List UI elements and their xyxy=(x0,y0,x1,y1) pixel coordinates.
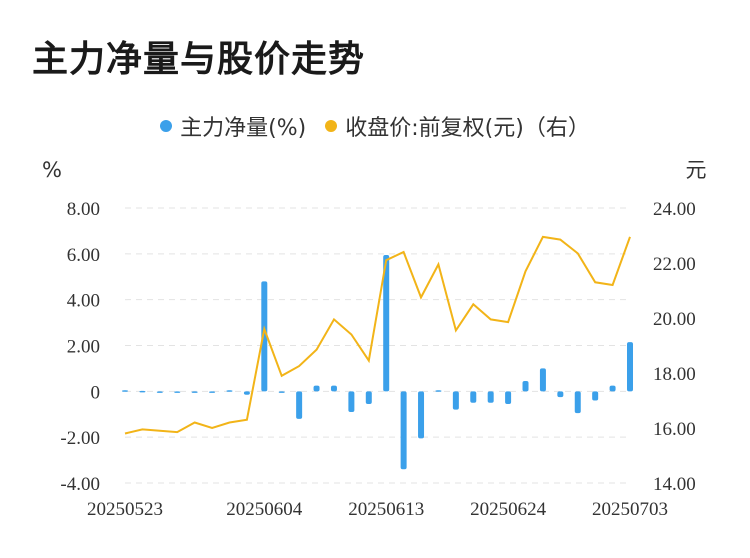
bar xyxy=(261,281,268,392)
x-tick-label: 20250523 xyxy=(87,499,163,520)
bar xyxy=(365,391,372,404)
legend-item-line[interactable]: 收盘价:前复权(元)（右） xyxy=(325,110,590,142)
bar xyxy=(505,391,512,404)
legend-bar-swatch xyxy=(160,120,173,132)
chart-title: 主力净量与股价走势 xyxy=(32,39,366,80)
bar xyxy=(592,391,599,401)
bar xyxy=(348,391,355,412)
x-tick-label: 20250604 xyxy=(226,499,303,520)
bar xyxy=(574,391,581,414)
left-tick-label: -2.00 xyxy=(60,428,100,449)
x-tick-label: 20250703 xyxy=(592,499,668,520)
bar xyxy=(122,390,128,392)
bar xyxy=(191,391,198,393)
legend-item-bar[interactable]: 主力净量(%) xyxy=(160,110,306,142)
legend-line-swatch xyxy=(325,120,338,132)
bar xyxy=(452,391,459,410)
bar xyxy=(400,391,407,470)
bar xyxy=(435,390,442,392)
bar xyxy=(539,368,546,392)
bar xyxy=(470,391,477,403)
price-line xyxy=(124,235,631,435)
bar xyxy=(139,390,146,393)
left-tick-label: 6.00 xyxy=(67,245,100,266)
bar xyxy=(627,342,633,392)
bar xyxy=(418,391,425,439)
right-tick-label: 14.00 xyxy=(653,474,696,495)
bar xyxy=(226,390,233,392)
left-tick-label: 4.00 xyxy=(67,291,100,312)
left-tick-label: 2.00 xyxy=(67,337,100,358)
bar xyxy=(522,381,529,392)
bar xyxy=(557,391,564,398)
bar xyxy=(278,391,285,393)
right-tick-label: 22.00 xyxy=(653,254,696,275)
left-tick-label: 0 xyxy=(91,382,101,403)
legend-bar-label: 主力净量(%) xyxy=(180,116,307,141)
right-tick-label: 16.00 xyxy=(653,419,696,440)
x-tick-label: 20250624 xyxy=(470,499,547,520)
bar xyxy=(209,391,216,393)
left-axis-unit: % xyxy=(42,158,62,182)
bar xyxy=(313,385,320,392)
bar xyxy=(296,391,303,419)
right-tick-label: 18.00 xyxy=(653,364,696,385)
legend-line-label: 收盘价:前复权(元)（右） xyxy=(345,116,590,141)
left-tick-label: -4.00 xyxy=(60,474,100,495)
bar xyxy=(330,385,337,392)
bar xyxy=(174,391,181,393)
bar xyxy=(383,254,390,392)
right-tick-label: 20.00 xyxy=(653,309,696,330)
right-tick-label: 24.00 xyxy=(653,199,696,220)
bar xyxy=(156,391,163,393)
right-axis-unit: 元 xyxy=(686,158,707,182)
left-tick-label: 8.00 xyxy=(67,199,100,220)
bar xyxy=(243,391,250,395)
bar xyxy=(609,385,616,392)
bar xyxy=(487,391,494,403)
x-tick-label: 20250613 xyxy=(348,499,424,520)
legend: 主力净量(%) 收盘价:前复权(元)（右） xyxy=(0,110,750,142)
